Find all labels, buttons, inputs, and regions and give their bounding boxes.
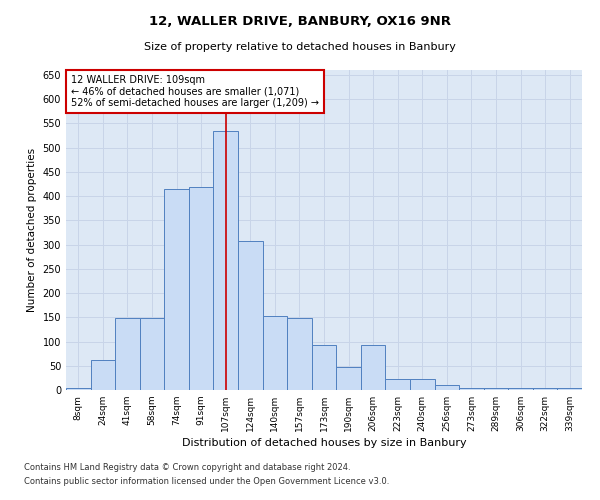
- Bar: [434, 385, 459, 390]
- Bar: [287, 318, 312, 390]
- Bar: [557, 388, 582, 390]
- Y-axis label: Number of detached properties: Number of detached properties: [27, 148, 37, 312]
- Text: 12, WALLER DRIVE, BANBURY, OX16 9NR: 12, WALLER DRIVE, BANBURY, OX16 9NR: [149, 15, 451, 28]
- Bar: [361, 346, 385, 390]
- Bar: [533, 388, 557, 390]
- Bar: [140, 318, 164, 390]
- Bar: [459, 388, 484, 390]
- X-axis label: Distribution of detached houses by size in Banbury: Distribution of detached houses by size …: [182, 438, 466, 448]
- Bar: [189, 188, 214, 390]
- Bar: [410, 380, 434, 390]
- Bar: [115, 318, 140, 390]
- Text: 12 WALLER DRIVE: 109sqm
← 46% of detached houses are smaller (1,071)
52% of semi: 12 WALLER DRIVE: 109sqm ← 46% of detache…: [71, 75, 319, 108]
- Bar: [91, 360, 115, 390]
- Text: Contains public sector information licensed under the Open Government Licence v3: Contains public sector information licen…: [24, 477, 389, 486]
- Bar: [263, 316, 287, 390]
- Text: Contains HM Land Registry data © Crown copyright and database right 2024.: Contains HM Land Registry data © Crown c…: [24, 464, 350, 472]
- Bar: [164, 189, 189, 390]
- Bar: [484, 388, 508, 390]
- Bar: [238, 240, 263, 390]
- Bar: [66, 388, 91, 390]
- Bar: [214, 130, 238, 390]
- Bar: [312, 346, 336, 390]
- Bar: [385, 380, 410, 390]
- Text: Size of property relative to detached houses in Banbury: Size of property relative to detached ho…: [144, 42, 456, 52]
- Bar: [336, 366, 361, 390]
- Bar: [508, 388, 533, 390]
